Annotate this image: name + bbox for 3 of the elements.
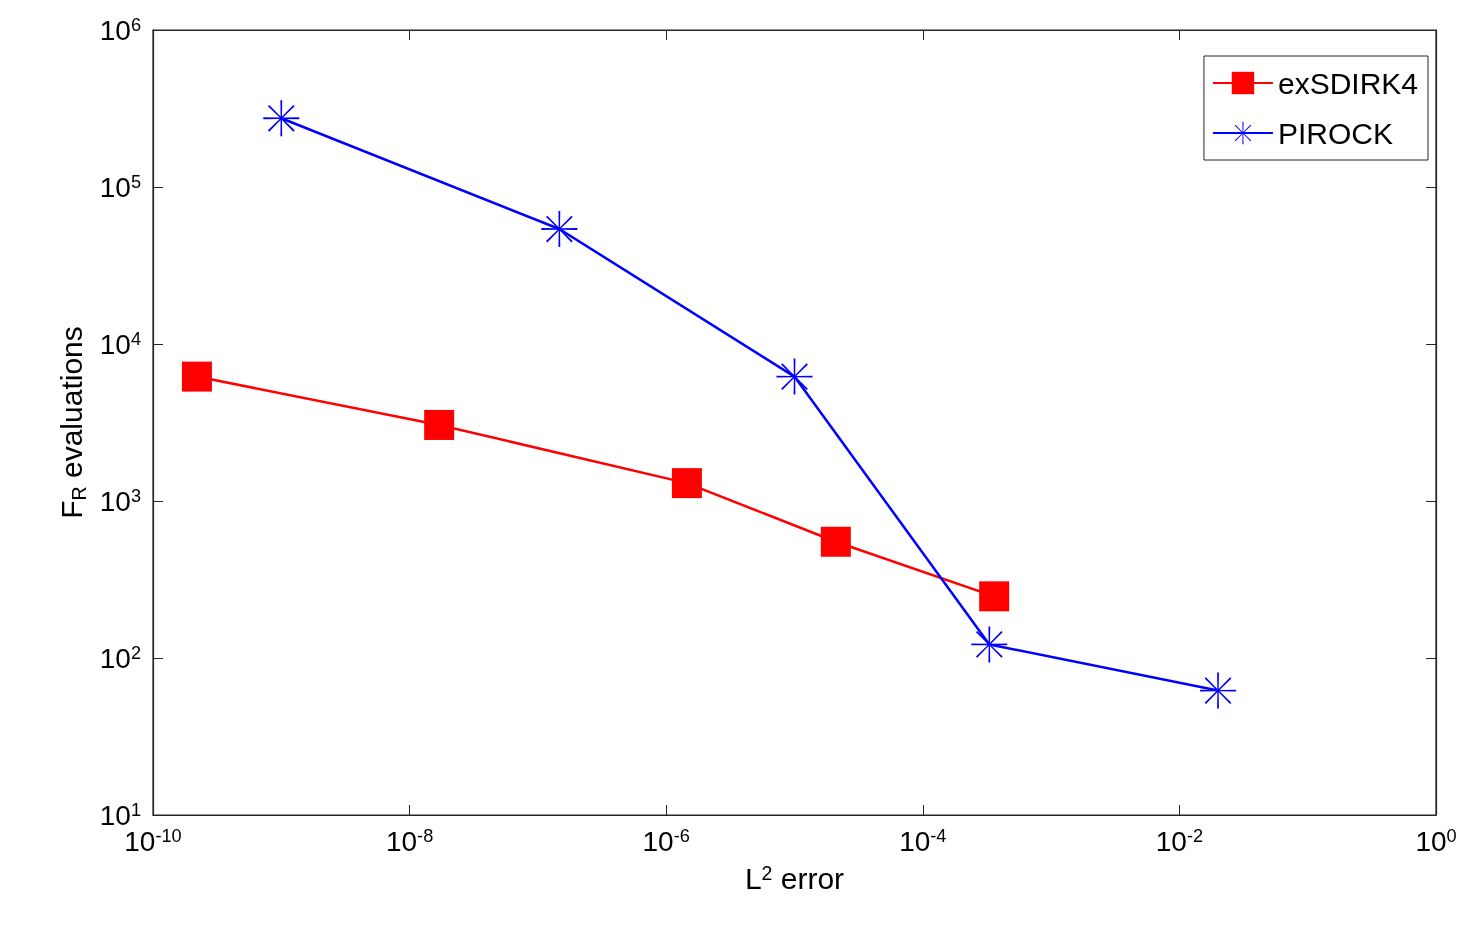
y-axis-title: FR evaluations [54, 326, 90, 519]
legend-label: PIROCK [1277, 116, 1393, 150]
legend-label: exSDIRK4 [1277, 66, 1419, 100]
